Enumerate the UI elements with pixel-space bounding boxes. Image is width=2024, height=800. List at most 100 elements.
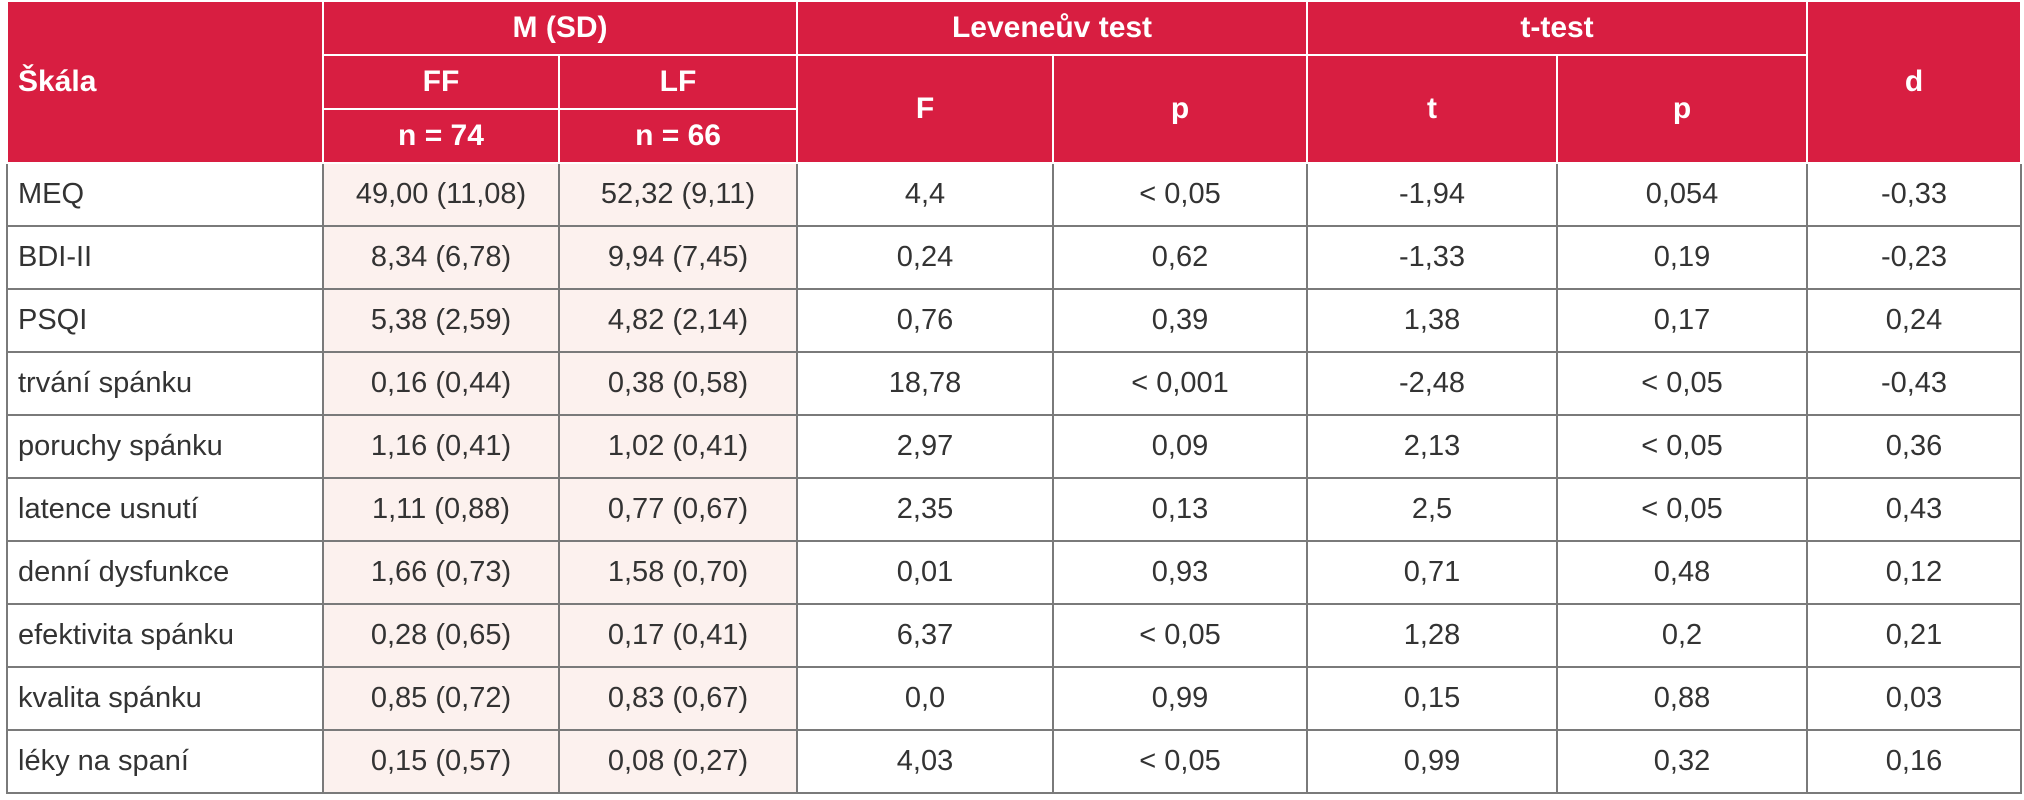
cell-d-value: 0,21 (1806, 603, 2023, 668)
cell-ff-msd: 49,00 (11,08) (322, 162, 560, 227)
cell-scale: trvání spánku (6, 351, 324, 416)
table-header: Škála M (SD) Leveneův test t-test d FF L… (6, 0, 2023, 164)
header-levene-p: p (1052, 54, 1309, 164)
cell-levene-f: 4,4 (796, 162, 1055, 227)
results-table: Škála M (SD) Leveneův test t-test d FF L… (6, 0, 2023, 794)
cell-levene-f: 6,37 (796, 603, 1055, 668)
header-t: t (1306, 54, 1559, 164)
cell-ff-msd: 1,11 (0,88) (322, 477, 560, 542)
cell-t-value: 2,13 (1306, 414, 1559, 479)
cell-scale: BDI-II (6, 225, 324, 290)
cell-t-p: 0,48 (1556, 540, 1809, 605)
header-ff-n: n = 74 (322, 108, 560, 164)
cell-levene-p: < 0,05 (1052, 729, 1309, 794)
cell-levene-f: 0,01 (796, 540, 1055, 605)
header-levene-f: F (796, 54, 1055, 164)
cell-t-value: -1,33 (1306, 225, 1559, 290)
cell-lf-msd: 9,94 (7,45) (557, 225, 799, 290)
cell-ff-msd: 1,66 (0,73) (322, 540, 560, 605)
cell-lf-msd: 0,17 (0,41) (557, 603, 799, 668)
cell-scale: poruchy spánku (6, 414, 324, 479)
cell-d-value: 0,03 (1806, 666, 2023, 731)
cell-ff-msd: 8,34 (6,78) (322, 225, 560, 290)
cell-d-value: -0,43 (1806, 351, 2023, 416)
cell-t-p: 0,2 (1556, 603, 1809, 668)
header-d: d (1806, 0, 2023, 164)
cell-t-p: < 0,05 (1556, 414, 1809, 479)
cell-d-value: 0,12 (1806, 540, 2023, 605)
cell-levene-p: 0,13 (1052, 477, 1309, 542)
cell-levene-p: 0,62 (1052, 225, 1309, 290)
cell-lf-msd: 4,82 (2,14) (557, 288, 799, 353)
cell-d-value: 0,36 (1806, 414, 2023, 479)
header-ff: FF (322, 54, 560, 110)
cell-t-value: 2,5 (1306, 477, 1559, 542)
cell-levene-p: 0,09 (1052, 414, 1309, 479)
table-row: latence usnutí 1,11 (0,88) 0,77 (0,67) 2,35… (6, 477, 2023, 542)
cell-t-p: 0,32 (1556, 729, 1809, 794)
cell-scale: léky na spaní (6, 729, 324, 794)
table-row: BDI-II 8,34 (6,78) 9,94 (7,45) 0,24 0,62 -1,3… (6, 225, 2023, 290)
cell-levene-f: 18,78 (796, 351, 1055, 416)
cell-scale: kvalita spánku (6, 666, 324, 731)
cell-t-value: 0,71 (1306, 540, 1559, 605)
cell-ff-msd: 0,15 (0,57) (322, 729, 560, 794)
table-row: trvání spánku 0,16 (0,44) 0,38 (0,58) 18,78… (6, 351, 2023, 416)
cell-t-value: 1,28 (1306, 603, 1559, 668)
cell-t-p: 0,19 (1556, 225, 1809, 290)
table-row: MEQ 49,00 (11,08) 52,32 (9,11) 4,4 < 0,05 -1,… (6, 162, 2023, 227)
header-scale: Škála (6, 0, 324, 164)
cell-ff-msd: 0,28 (0,65) (322, 603, 560, 668)
cell-ff-msd: 0,16 (0,44) (322, 351, 560, 416)
cell-levene-f: 4,03 (796, 729, 1055, 794)
cell-scale: denní dysfunkce (6, 540, 324, 605)
cell-t-p: 0,17 (1556, 288, 1809, 353)
cell-ff-msd: 1,16 (0,41) (322, 414, 560, 479)
cell-scale: PSQI (6, 288, 324, 353)
header-msd: M (SD) (321, 0, 799, 56)
cell-levene-p: 0,99 (1052, 666, 1309, 731)
cell-d-value: 0,24 (1806, 288, 2023, 353)
cell-levene-f: 2,35 (796, 477, 1055, 542)
cell-t-p: < 0,05 (1556, 477, 1809, 542)
cell-t-p: 0,054 (1556, 162, 1809, 227)
cell-t-p: 0,88 (1556, 666, 1809, 731)
cell-levene-p: < 0,001 (1052, 351, 1309, 416)
cell-lf-msd: 0,83 (0,67) (557, 666, 799, 731)
cell-scale: MEQ (6, 162, 324, 227)
header-lf-n: n = 66 (557, 108, 799, 164)
table-row: efektivita spánku 0,28 (0,65) 0,17 (0,41) 6… (6, 603, 2023, 668)
cell-d-value: 0,16 (1806, 729, 2023, 794)
cell-levene-p: < 0,05 (1052, 603, 1309, 668)
table-row: kvalita spánku 0,85 (0,72) 0,83 (0,67) 0,0 0… (6, 666, 2023, 731)
cell-lf-msd: 1,58 (0,70) (557, 540, 799, 605)
cell-ff-msd: 5,38 (2,59) (322, 288, 560, 353)
cell-t-value: 0,99 (1306, 729, 1559, 794)
cell-levene-p: 0,93 (1052, 540, 1309, 605)
cell-levene-f: 2,97 (796, 414, 1055, 479)
cell-lf-msd: 52,32 (9,11) (557, 162, 799, 227)
cell-levene-f: 0,0 (796, 666, 1055, 731)
header-lf: LF (557, 54, 799, 110)
table-row: poruchy spánku 1,16 (0,41) 1,02 (0,41) 2,97… (6, 414, 2023, 479)
cell-d-value: 0,43 (1806, 477, 2023, 542)
cell-t-value: 1,38 (1306, 288, 1559, 353)
cell-scale: efektivita spánku (6, 603, 324, 668)
header-ttest: t-test (1306, 0, 1809, 56)
cell-t-p: < 0,05 (1556, 351, 1809, 416)
table-row: léky na spaní 0,15 (0,57) 0,08 (0,27) 4,03 <… (6, 729, 2023, 794)
cell-d-value: -0,33 (1806, 162, 2023, 227)
header-levene: Leveneův test (796, 0, 1309, 56)
table-body: MEQ 49,00 (11,08) 52,32 (9,11) 4,4 < 0,05 -1,… (6, 162, 2023, 794)
table-row: denní dysfunkce 1,66 (0,73) 1,58 (0,70) 0,0… (6, 540, 2023, 605)
cell-levene-p: < 0,05 (1052, 162, 1309, 227)
cell-t-value: -2,48 (1306, 351, 1559, 416)
cell-levene-p: 0,39 (1052, 288, 1309, 353)
cell-lf-msd: 1,02 (0,41) (557, 414, 799, 479)
cell-levene-f: 0,24 (796, 225, 1055, 290)
cell-lf-msd: 0,77 (0,67) (557, 477, 799, 542)
cell-lf-msd: 0,38 (0,58) (557, 351, 799, 416)
cell-scale: latence usnutí (6, 477, 324, 542)
cell-t-value: -1,94 (1306, 162, 1559, 227)
